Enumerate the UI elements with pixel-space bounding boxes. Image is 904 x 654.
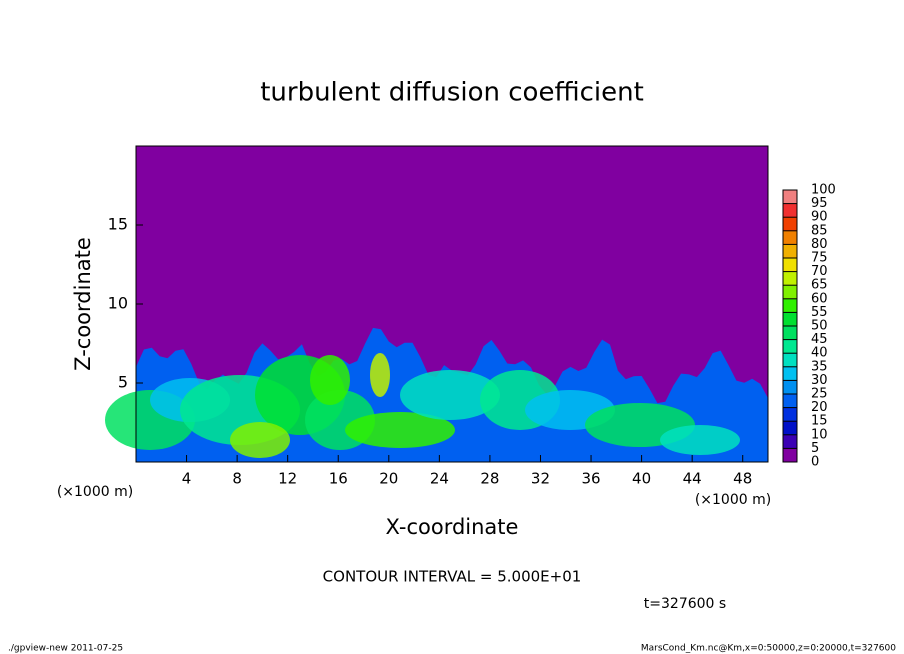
y-tick-label: 10 (108, 294, 128, 313)
colorbar-band (783, 380, 797, 394)
turbulent-eddy (310, 355, 350, 405)
colorbar-band (783, 190, 797, 204)
contour-interval: CONTOUR INTERVAL = 5.000E+01 (323, 568, 582, 586)
colorbar-band (783, 203, 797, 218)
plot-area (105, 145, 769, 463)
y-tick-label: 15 (108, 215, 128, 234)
x-tick-label: 20 (379, 470, 398, 488)
colorbar-label: 30 (811, 373, 828, 388)
colorbar-band (783, 421, 797, 435)
footer-left: ./gpview-new 2011-07-25 (8, 644, 123, 654)
colorbar-label: 85 (811, 223, 828, 238)
colorbar-band (783, 366, 797, 381)
colorbar-band (783, 230, 797, 245)
y-axis-label: Z-coordinate (71, 237, 95, 371)
turbulent-eddy (230, 422, 290, 458)
colorbar-band (783, 312, 797, 326)
x-tick-label: 12 (278, 470, 297, 488)
colorbar-label: 20 (811, 400, 828, 415)
colorbar-band (783, 339, 797, 354)
turbulent-eddy (660, 425, 740, 455)
turbulent-eddy (370, 353, 390, 397)
colorbar-band (783, 298, 797, 313)
colorbar-label: 75 (811, 251, 828, 266)
x-tick-label: 16 (329, 470, 348, 488)
colorbar-label: 15 (811, 414, 828, 429)
colorbar-label: 0 (811, 455, 819, 470)
colorbar-band (783, 394, 797, 408)
colorbar-label: 65 (811, 278, 828, 293)
colorbar-band (783, 217, 797, 231)
colorbar-band (783, 271, 797, 286)
colorbar-band (783, 285, 797, 299)
colorbar-band (783, 244, 797, 258)
colorbar-label: 40 (811, 346, 828, 361)
x-tick-label: 32 (531, 470, 550, 488)
y-tick-label: 5 (118, 373, 128, 392)
colorbar-label: 35 (811, 359, 828, 374)
colorbar-label: 25 (811, 387, 828, 402)
x-tick-label: 28 (480, 470, 499, 488)
x-unit: (×1000 m) (695, 492, 771, 508)
colorbar-label: 5 (811, 441, 819, 456)
x-tick-label: 40 (632, 470, 651, 488)
turbulent-eddy (400, 370, 500, 420)
colorbar-label: 60 (811, 291, 828, 306)
chart-title: turbulent diffusion coefficient (260, 78, 644, 108)
colorbar-label: 50 (811, 319, 828, 334)
y-unit: (×1000 m) (57, 484, 133, 500)
colorbar-band (783, 326, 797, 340)
colorbar-label: 90 (811, 210, 828, 225)
footer-right: MarsCond_Km.nc@Km,x=0:50000,z=0:20000,t=… (641, 644, 896, 654)
colorbar-label: 10 (811, 427, 828, 442)
colorbar-label: 95 (811, 196, 828, 211)
colorbar-label: 70 (811, 264, 828, 279)
turbulent-eddy (345, 412, 455, 448)
colorbar-band (783, 434, 797, 449)
x-tick-label: 24 (430, 470, 449, 488)
colorbar-label: 80 (811, 237, 828, 252)
colorbar-label: 100 (811, 183, 836, 198)
x-tick-label: 44 (683, 470, 702, 488)
x-tick-label: 8 (232, 470, 242, 488)
x-tick-label: 36 (581, 470, 600, 488)
colorbar-label: 45 (811, 332, 828, 347)
colorbar-band (783, 448, 797, 462)
x-tick-label: 4 (182, 470, 192, 488)
time-label: t=327600 s (644, 596, 726, 612)
colorbar-label: 55 (811, 305, 828, 320)
x-tick-label: 48 (733, 470, 752, 488)
colorbar-band (783, 407, 797, 422)
x-axis-label: X-coordinate (386, 515, 519, 539)
colorbar-band (783, 353, 797, 367)
colorbar-band (783, 258, 797, 272)
